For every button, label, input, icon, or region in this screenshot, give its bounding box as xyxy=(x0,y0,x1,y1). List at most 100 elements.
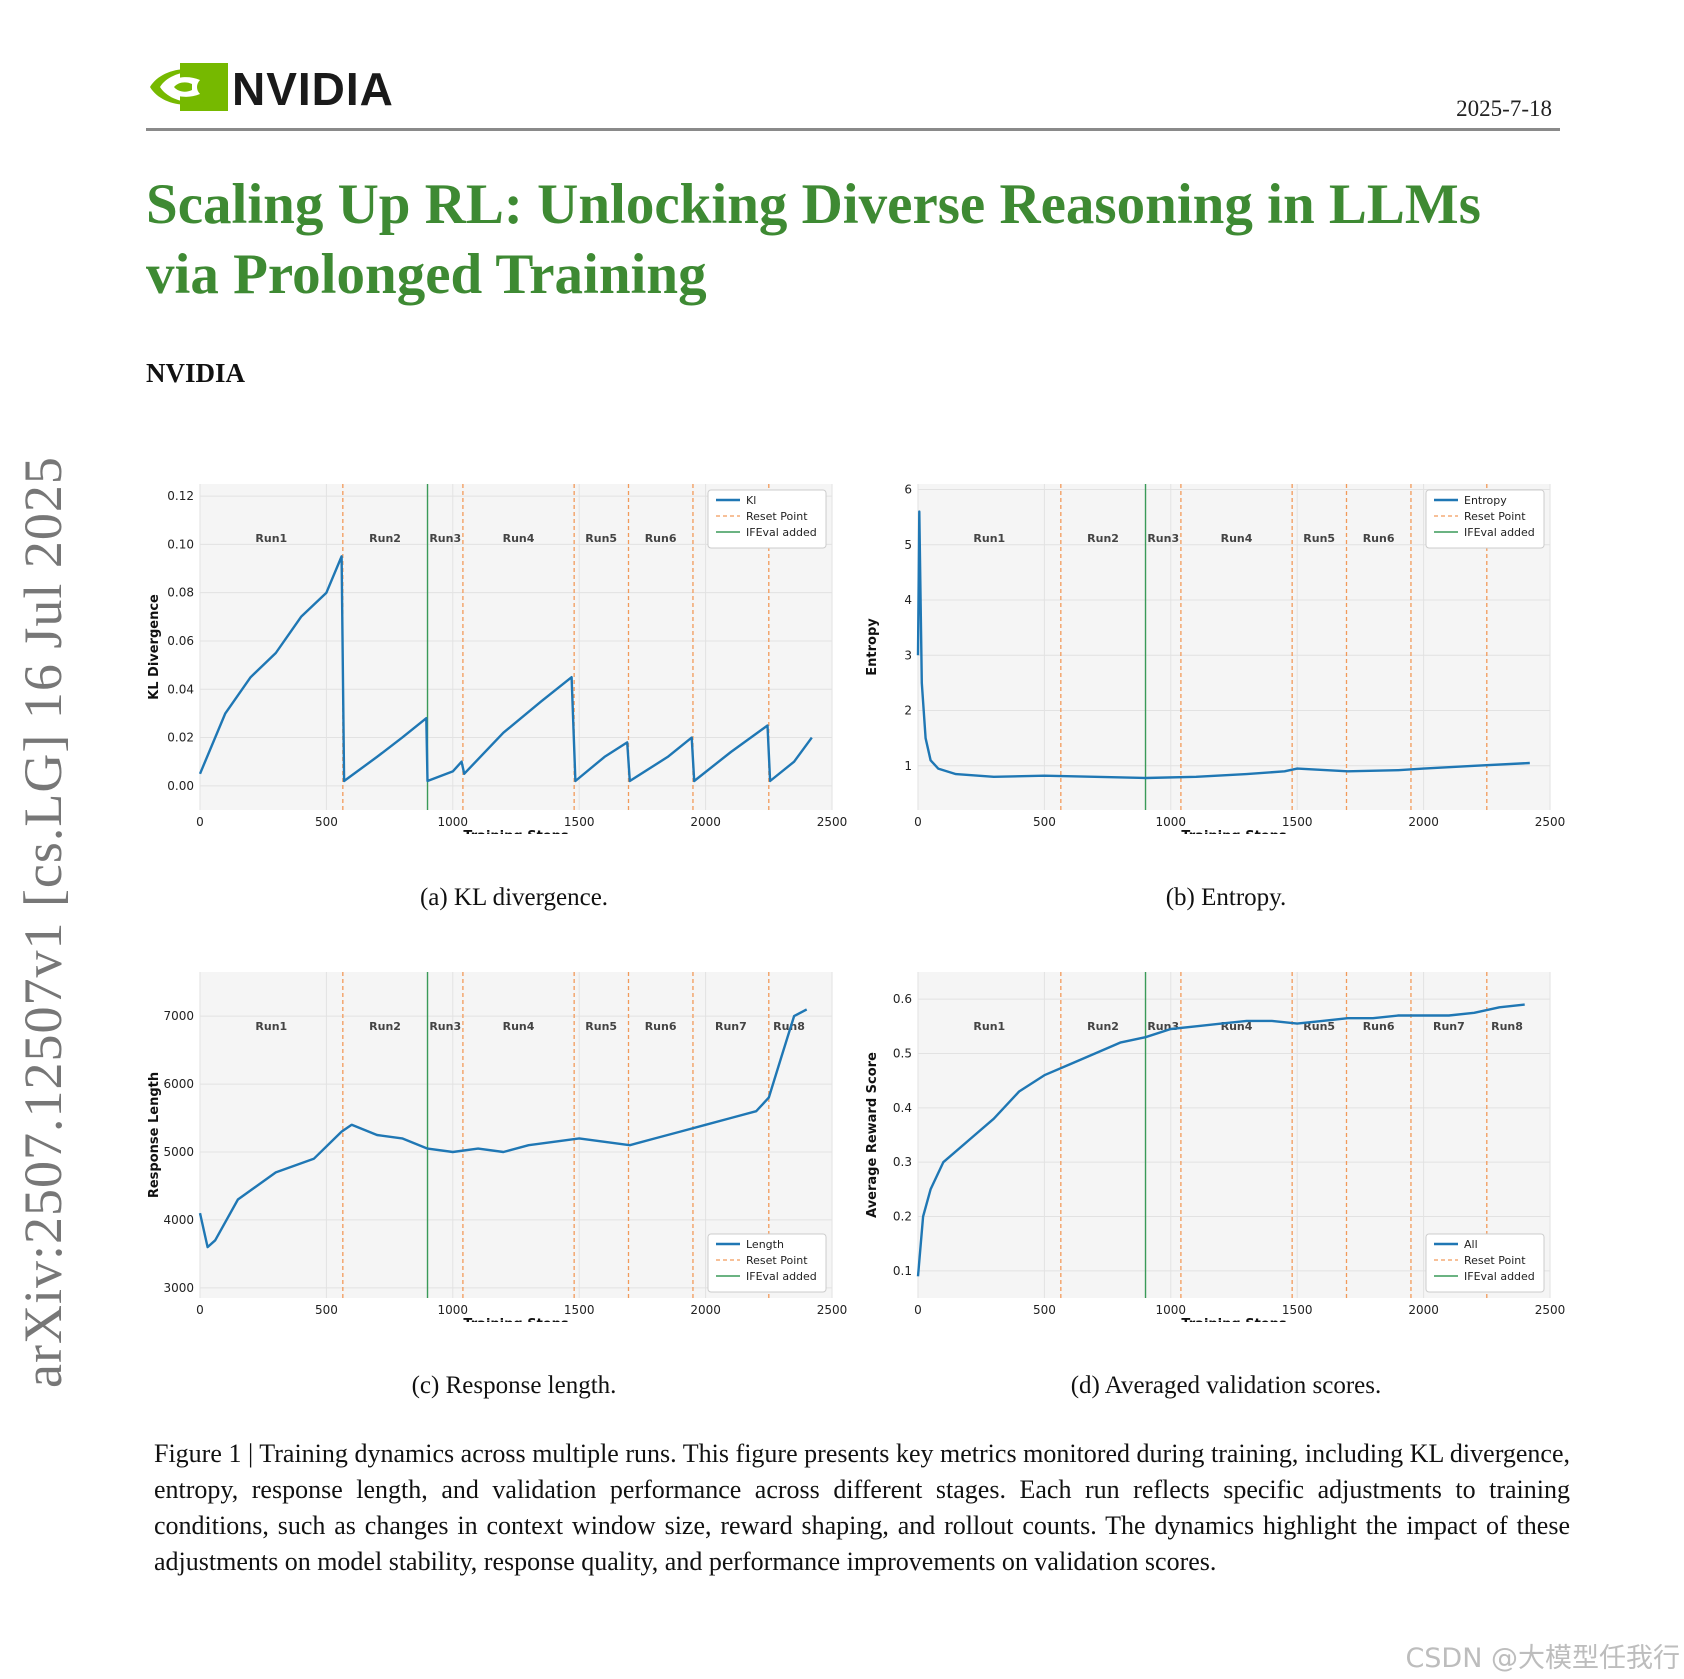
x-tick-label: 1000 xyxy=(438,1303,469,1317)
x-axis-label: Training Steps xyxy=(463,1317,569,1322)
legend-label: IFEval added xyxy=(746,1270,817,1283)
figure-panel-kl: Run1Run2Run3Run4Run5Run6Run7Run805001000… xyxy=(140,474,860,834)
y-tick-label: 6000 xyxy=(163,1077,194,1091)
x-tick-label: 2500 xyxy=(817,1303,848,1317)
logo-wordmark: NVIDIA xyxy=(232,63,394,115)
legend-label: IFEval added xyxy=(1464,526,1535,539)
x-tick-label: 0 xyxy=(914,815,922,829)
legend-label: Reset Point xyxy=(746,510,808,523)
y-tick-label: 0.6 xyxy=(893,992,912,1006)
series-line xyxy=(198,555,813,783)
run-label: Run1 xyxy=(973,1020,1005,1033)
legend-box xyxy=(707,1233,827,1293)
y-tick-label: 0.12 xyxy=(167,489,194,503)
run-label: Run5 xyxy=(1303,532,1335,545)
x-tick-label: 0 xyxy=(914,1303,922,1317)
run-label: Run1 xyxy=(973,532,1005,545)
run-label: Run5 xyxy=(585,1020,617,1033)
x-tick-label: 1000 xyxy=(438,815,469,829)
x-tick-label: 2000 xyxy=(690,1303,721,1317)
run-label: Run5 xyxy=(585,532,617,545)
response-length-chart: Run1 Run2 Run3 Run4 Run5 Run6 Run7 Run8 0 500 1000… xyxy=(147,972,848,1322)
x-tick-label: 1500 xyxy=(1282,1303,1313,1317)
figure-panel-entropy: Run1Run2Run3Run4Run5Run6Run7Run805001000… xyxy=(858,474,1578,834)
run-label: Run2 xyxy=(1087,532,1119,545)
run-label: Run6 xyxy=(1363,532,1395,545)
y-tick-label: 0.4 xyxy=(893,1101,912,1115)
x-tick-label: 2500 xyxy=(1535,1303,1566,1317)
y-tick-label: 4000 xyxy=(163,1213,194,1227)
y-tick-label: 6 xyxy=(904,483,912,497)
series-line xyxy=(916,1003,1525,1277)
csdn-watermark: CSDN @大模型任我行 xyxy=(1405,1643,1680,1674)
y-tick-label: 7000 xyxy=(163,1009,194,1023)
y-tick-label: 3000 xyxy=(163,1281,194,1295)
y-tick-label: 0.1 xyxy=(893,1264,912,1278)
y-axis-label: Entropy xyxy=(865,618,880,676)
x-axis-label: Training Steps xyxy=(1181,829,1287,834)
run-label: Run3 xyxy=(429,1020,461,1033)
x-tick-label: 500 xyxy=(315,1303,338,1317)
x-tick-label: 0 xyxy=(196,815,204,829)
subcaption-validation: (d) Averaged validation scores. xyxy=(1070,1372,1382,1399)
legend-label: Reset Point xyxy=(1464,1254,1526,1267)
run-label: Run8 xyxy=(1491,1020,1523,1033)
run-label: Run4 xyxy=(1221,532,1253,545)
legend-box xyxy=(707,489,827,549)
run-label: Run6 xyxy=(645,1020,677,1033)
legend-label: Length xyxy=(746,1238,784,1251)
run-label: Run3 xyxy=(1147,532,1179,545)
y-tick-label: 5000 xyxy=(163,1145,194,1159)
run-label: Run7 xyxy=(1433,1020,1465,1033)
legend-label: Reset Point xyxy=(746,1254,808,1267)
subcaption-kl: (a) KL divergence. xyxy=(419,884,609,911)
run-label: Run7 xyxy=(715,1020,747,1033)
kl-divergence-chart: Run1Run2Run3Run4Run5Run6Run7Run805001000… xyxy=(147,484,848,834)
run-label: Run6 xyxy=(645,532,677,545)
legend-label: IFEval added xyxy=(1464,1270,1535,1283)
x-axis-label: Training Steps xyxy=(1181,1317,1287,1322)
x-tick-label: 2500 xyxy=(817,815,848,829)
x-tick-label: 2000 xyxy=(690,815,721,829)
x-tick-label: 500 xyxy=(1033,1303,1056,1317)
y-tick-label: 3 xyxy=(904,648,912,662)
x-tick-label: 1000 xyxy=(1156,815,1187,829)
x-tick-label: 500 xyxy=(315,815,338,829)
y-tick-label: 4 xyxy=(904,593,912,607)
arxiv-sidebar-id: arXiv:2507.12507v1 [cs.LG] 16 Jul 2025 xyxy=(13,456,73,1388)
x-axis-label: Training Steps xyxy=(463,829,569,834)
y-tick-label: 0.10 xyxy=(167,537,194,551)
legend-label: IFEval added xyxy=(746,526,817,539)
nvidia-logo: NVIDIA xyxy=(146,60,416,116)
paper-title: Scaling Up RL: Unlocking Diverse Reasoni… xyxy=(146,173,1481,306)
paper-author: NVIDIA xyxy=(146,358,246,388)
y-tick-label: 0.02 xyxy=(167,731,194,745)
legend-label: Reset Point xyxy=(1464,510,1526,523)
x-tick-label: 2000 xyxy=(1408,1303,1439,1317)
figure-caption: Figure 1 | Training dynamics across mult… xyxy=(154,1439,1570,1576)
legend-label: Entropy xyxy=(1464,494,1507,507)
y-tick-label: 0.00 xyxy=(167,779,194,793)
run-label: Run2 xyxy=(369,532,401,545)
series-line xyxy=(198,1008,808,1249)
run-label: Run3 xyxy=(429,532,461,545)
y-tick-label: 0.5 xyxy=(893,1047,912,1061)
run-label: Run2 xyxy=(1087,1020,1119,1033)
x-tick-label: 1500 xyxy=(1282,815,1313,829)
x-tick-label: 2500 xyxy=(1535,815,1566,829)
y-axis-label: KL Divergence xyxy=(147,594,162,700)
run-label: Run8 xyxy=(773,1020,805,1033)
y-tick-label: 0.3 xyxy=(893,1155,912,1169)
run-label: Run4 xyxy=(503,532,535,545)
run-label: Run1 xyxy=(255,1020,287,1033)
run-label: Run4 xyxy=(503,1020,535,1033)
y-tick-label: 1 xyxy=(904,759,912,773)
legend-box xyxy=(1425,489,1545,549)
y-tick-label: 0.04 xyxy=(167,682,194,696)
figure-panel-length: Run1 Run2 Run3 Run4 Run5 Run6 Run7 Run8 0 500 1000… xyxy=(140,962,860,1322)
entropy-chart: Run1Run2Run3Run4Run5Run6Run7Run805001000… xyxy=(865,483,1566,834)
y-axis-label: Response Length xyxy=(147,1072,162,1198)
x-tick-label: 1500 xyxy=(564,815,595,829)
paper-date: 2025-7-18 xyxy=(1456,96,1552,121)
